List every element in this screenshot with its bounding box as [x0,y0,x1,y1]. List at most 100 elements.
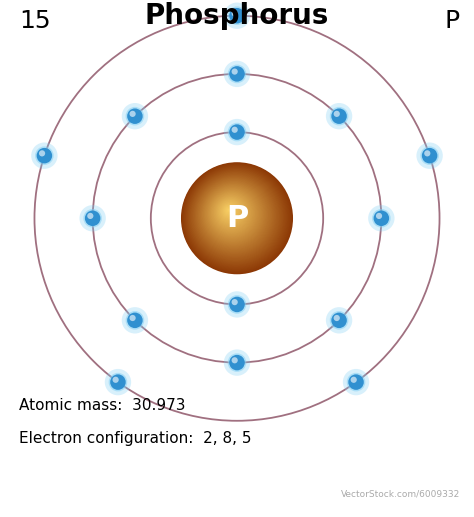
Circle shape [210,191,254,235]
Circle shape [228,123,246,141]
Circle shape [213,194,249,231]
Circle shape [189,170,283,264]
Circle shape [223,205,236,217]
Circle shape [224,291,250,317]
Circle shape [198,179,271,252]
Circle shape [212,194,250,232]
Text: Atomic mass:  30.973: Atomic mass: 30.973 [19,398,185,413]
Circle shape [105,369,131,396]
Circle shape [195,176,274,256]
Circle shape [202,184,264,245]
Circle shape [225,206,233,215]
Circle shape [35,146,54,165]
Circle shape [211,193,252,233]
Circle shape [187,168,285,266]
Circle shape [331,109,347,124]
Circle shape [232,10,238,17]
Circle shape [343,369,369,396]
Circle shape [374,210,389,226]
Circle shape [194,175,275,256]
Circle shape [184,165,289,270]
Circle shape [212,193,251,233]
Circle shape [348,374,364,390]
Circle shape [228,209,230,211]
Circle shape [368,205,394,232]
Circle shape [224,205,235,216]
Circle shape [221,202,239,220]
Circle shape [209,190,255,236]
Circle shape [205,187,260,241]
Circle shape [83,209,102,227]
Circle shape [347,373,365,391]
Circle shape [36,148,52,163]
Circle shape [424,150,430,157]
Circle shape [200,181,267,249]
Text: Phosphorus: Phosphorus [145,3,329,31]
Circle shape [221,203,238,220]
Circle shape [87,213,93,219]
Circle shape [201,183,265,247]
Circle shape [224,349,250,376]
Circle shape [219,201,241,222]
Circle shape [232,299,238,305]
Circle shape [181,162,293,275]
Circle shape [228,295,246,314]
Circle shape [229,355,245,370]
Circle shape [330,107,348,126]
Circle shape [186,167,287,268]
Circle shape [228,209,229,210]
Circle shape [31,143,57,169]
Circle shape [188,170,283,265]
Circle shape [196,177,273,254]
Circle shape [198,179,270,251]
Circle shape [331,313,347,328]
Circle shape [193,175,276,257]
Circle shape [206,187,259,240]
Circle shape [214,195,249,230]
Circle shape [129,315,136,321]
Circle shape [192,174,278,259]
Text: VectorStock®: VectorStock® [14,489,91,499]
Circle shape [417,143,443,169]
Circle shape [232,127,238,133]
Circle shape [330,311,348,330]
Circle shape [224,3,250,29]
Circle shape [183,164,290,271]
Circle shape [224,119,250,145]
Circle shape [185,166,287,269]
Circle shape [200,180,268,249]
Circle shape [126,107,144,126]
Text: 15: 15 [19,9,51,34]
Circle shape [199,180,269,250]
Circle shape [224,60,250,87]
Circle shape [207,188,258,240]
Circle shape [226,207,232,213]
Circle shape [204,186,262,243]
Circle shape [229,8,245,23]
Circle shape [209,190,256,237]
Circle shape [232,68,238,74]
Circle shape [229,124,245,140]
Circle shape [217,199,244,225]
Circle shape [220,202,240,221]
Circle shape [205,186,261,242]
Text: Electron configuration:  2, 8, 5: Electron configuration: 2, 8, 5 [19,431,252,446]
Circle shape [227,208,231,212]
Circle shape [197,178,271,252]
Circle shape [223,204,237,218]
Circle shape [351,377,357,383]
Circle shape [229,66,245,82]
Circle shape [183,164,291,272]
Circle shape [184,166,288,269]
Circle shape [217,198,245,226]
Circle shape [188,169,284,265]
Circle shape [127,313,143,328]
Circle shape [216,197,246,227]
Circle shape [204,185,263,244]
Circle shape [334,315,340,321]
Circle shape [110,374,126,390]
Circle shape [208,189,257,238]
Circle shape [39,150,45,157]
Circle shape [207,188,257,239]
Circle shape [122,103,148,129]
